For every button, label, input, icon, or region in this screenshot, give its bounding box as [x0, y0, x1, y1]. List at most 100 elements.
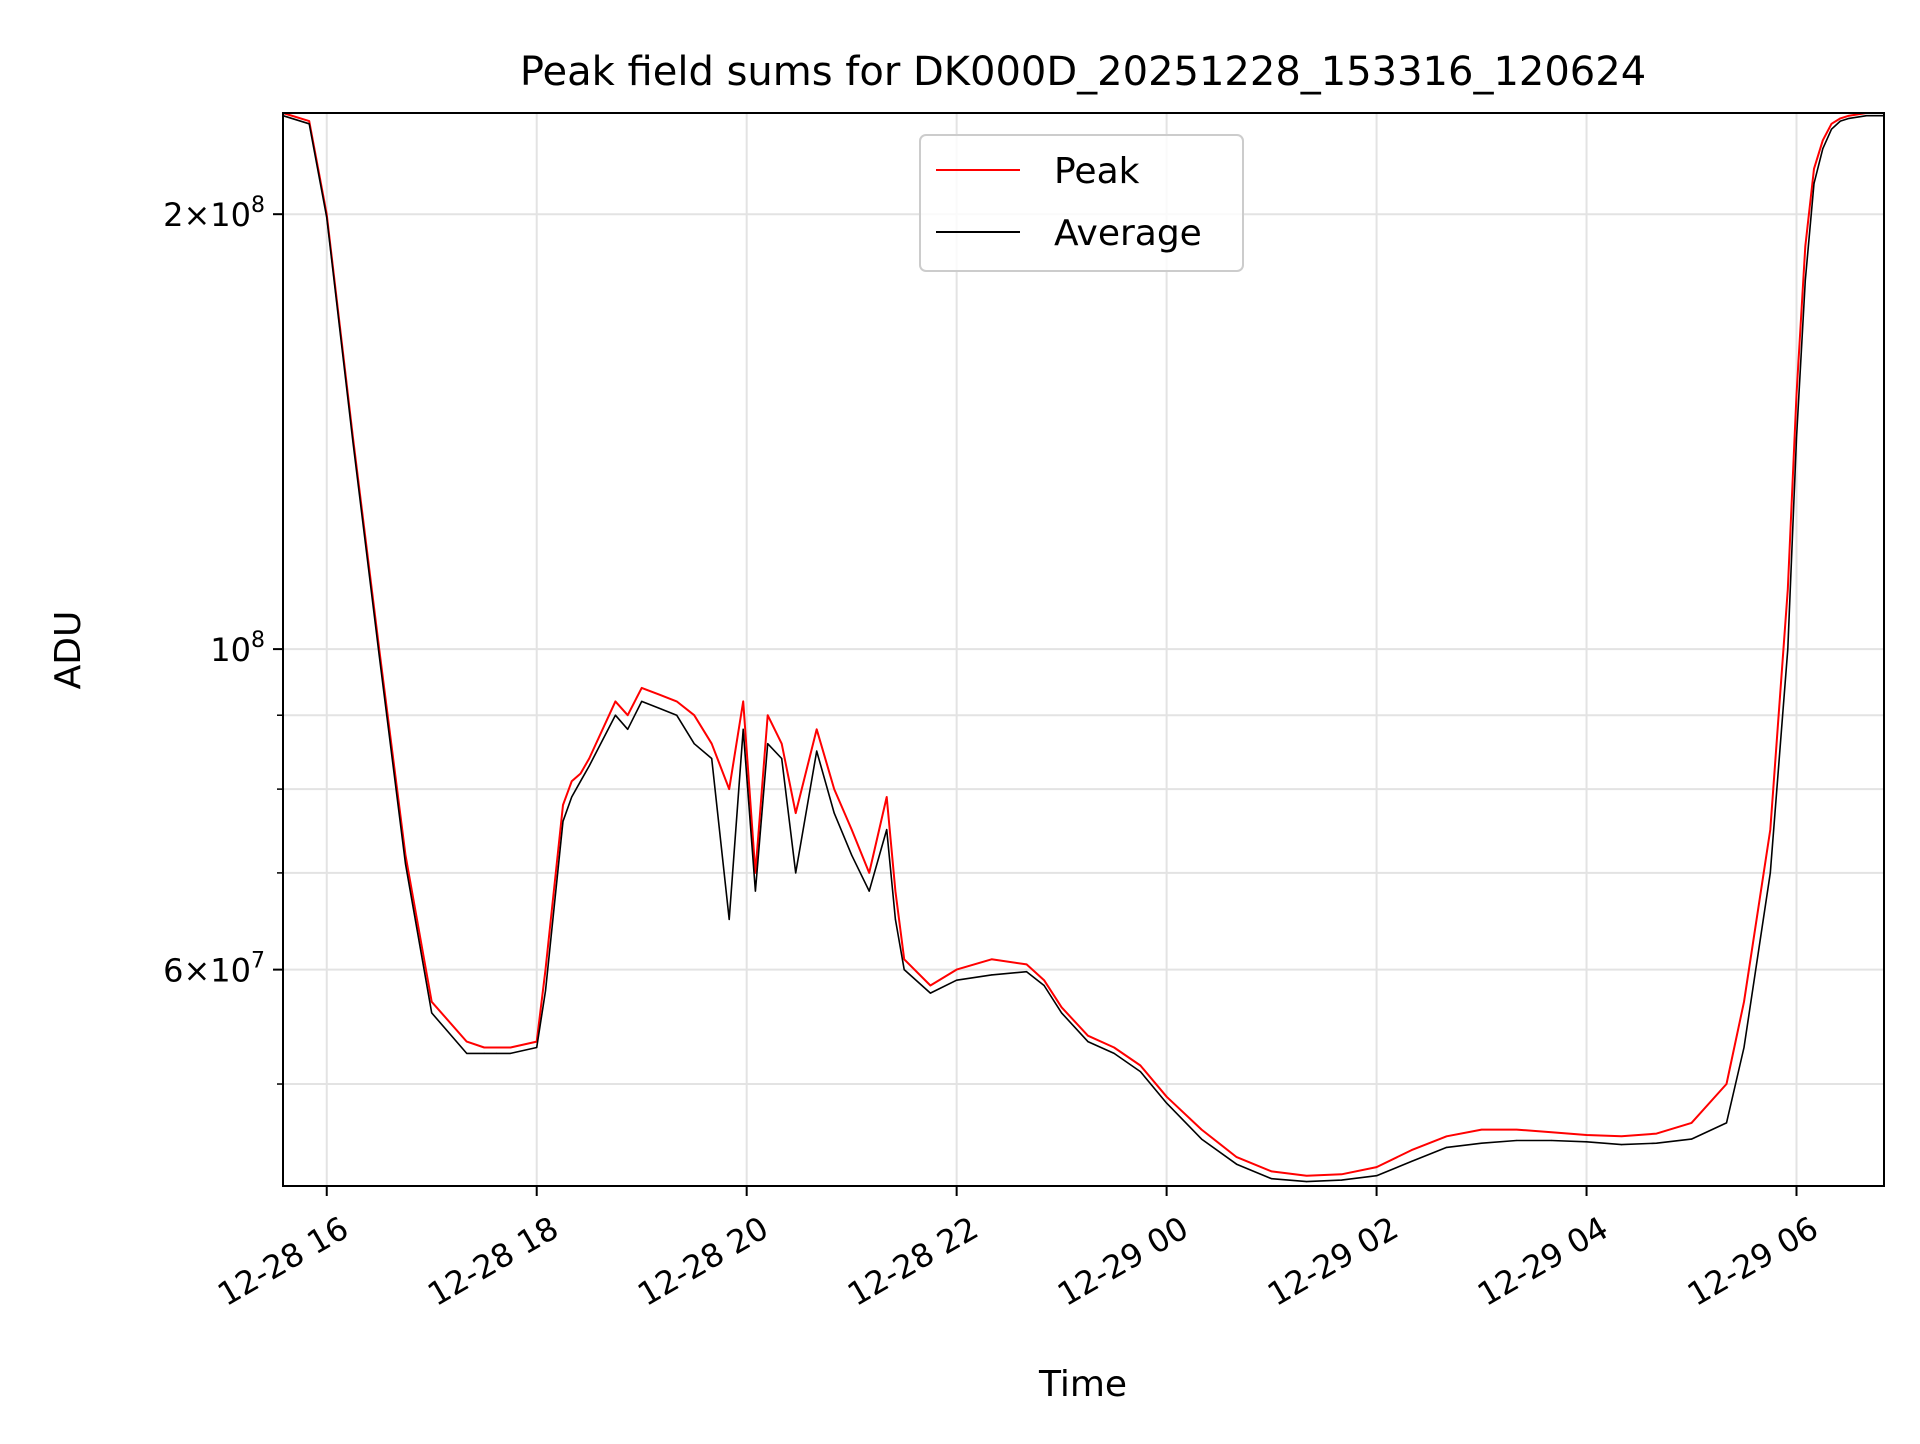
- data-point-peak: [588, 757, 590, 760]
- data-point-average: [1551, 1139, 1553, 1142]
- data-point-peak: [693, 714, 695, 716]
- data-point-peak: [754, 872, 757, 874]
- data-point-average: [614, 714, 617, 716]
- y-tick-label: 2×108: [163, 193, 265, 234]
- data-point-average: [903, 969, 905, 971]
- data-point-peak: [1481, 1129, 1483, 1131]
- data-point-peak: [868, 872, 870, 874]
- data-point-average: [1341, 1179, 1343, 1181]
- data-point-peak: [1446, 1135, 1448, 1137]
- data-point-average: [1166, 1102, 1168, 1104]
- data-point-average: [1446, 1146, 1448, 1148]
- y-tick-label: 108: [210, 628, 265, 669]
- data-point-average: [588, 765, 590, 767]
- data-point-average: [991, 974, 993, 976]
- data-point-peak: [658, 694, 660, 696]
- data-point-average: [929, 992, 932, 994]
- data-point-average: [509, 1052, 512, 1054]
- data-point-average: [894, 918, 897, 921]
- data-point-average: [711, 757, 713, 760]
- data-point-peak: [1795, 394, 1798, 396]
- data-point-peak: [1061, 1006, 1063, 1008]
- data-point-peak: [1585, 1134, 1588, 1136]
- data-point-average: [956, 979, 958, 981]
- data-point-peak: [571, 780, 573, 782]
- data-point-average: [1839, 120, 1841, 122]
- data-point-peak: [1690, 1122, 1693, 1124]
- data-point-average: [795, 872, 797, 874]
- data-point-average: [1795, 437, 1798, 439]
- data-point-average: [1516, 1139, 1518, 1142]
- data-point-peak: [1830, 123, 1833, 125]
- y-tick-mantissa: 6×: [163, 952, 210, 990]
- data-point-peak: [1620, 1135, 1623, 1137]
- data-point-average: [754, 890, 757, 892]
- data-point-average: [1725, 1122, 1728, 1124]
- data-point-average: [1026, 971, 1028, 973]
- data-point-peak: [1813, 168, 1815, 170]
- data-point-average: [404, 863, 407, 865]
- data-point-peak: [544, 969, 547, 971]
- data-point-peak: [956, 969, 958, 971]
- data-point-average: [1865, 115, 1868, 117]
- series-lines: [282, 112, 1885, 1183]
- data-point-average: [1830, 128, 1833, 130]
- data-point-peak: [562, 804, 564, 806]
- data-point-average: [352, 441, 354, 444]
- data-point-average: [536, 1046, 538, 1049]
- data-point-peak: [1341, 1173, 1343, 1175]
- data-point-average: [1061, 1012, 1063, 1014]
- data-point-average: [1655, 1142, 1658, 1144]
- data-point-average: [1743, 1046, 1745, 1049]
- data-point-average: [308, 123, 310, 125]
- data-point-peak: [767, 714, 769, 716]
- data-point-average: [579, 780, 582, 782]
- data-point-peak: [711, 743, 713, 745]
- data-point-peak: [1769, 829, 1771, 831]
- data-point-peak: [1743, 1001, 1745, 1003]
- data-point-peak: [929, 984, 932, 987]
- data-point-average: [1585, 1141, 1588, 1143]
- data-point-peak: [1839, 117, 1841, 119]
- data-point-peak: [795, 812, 797, 814]
- data-point-average: [868, 890, 870, 892]
- data-point-average: [1848, 117, 1850, 119]
- data-point-peak: [1411, 1149, 1413, 1151]
- data-point-average: [1139, 1071, 1141, 1073]
- data-point-average: [1306, 1181, 1308, 1183]
- data-point-peak: [483, 1046, 485, 1049]
- data-point-average: [1787, 648, 1789, 650]
- data-point-average: [571, 796, 573, 798]
- data-point-peak: [308, 120, 310, 122]
- data-point-average: [431, 1012, 433, 1014]
- data-point-peak: [1113, 1046, 1115, 1049]
- data-point-average: [326, 216, 328, 218]
- legend-label-average: Average: [1054, 213, 1202, 254]
- data-point-peak: [1271, 1170, 1273, 1172]
- data-point-average: [886, 829, 888, 831]
- data-point-peak: [579, 773, 582, 775]
- data-point-average: [767, 743, 769, 745]
- data-point-peak: [1139, 1064, 1141, 1067]
- data-point-peak: [833, 788, 835, 790]
- data-point-average: [742, 728, 744, 730]
- y-tick-label: 6×107: [163, 949, 265, 990]
- data-point-peak: [991, 958, 993, 960]
- y-tick-exponent: 7: [251, 949, 265, 974]
- data-point-average: [641, 700, 643, 703]
- data-point-peak: [1848, 115, 1850, 117]
- data-point-peak: [466, 1041, 468, 1043]
- legend-label-peak: Peak: [1054, 151, 1140, 192]
- data-point-average: [1690, 1138, 1693, 1140]
- data-point-average: [851, 854, 853, 856]
- data-point-average: [378, 654, 380, 657]
- data-point-peak: [431, 1001, 433, 1003]
- data-point-peak: [1166, 1096, 1168, 1098]
- data-point-average: [483, 1052, 485, 1054]
- data-point-average: [466, 1052, 468, 1054]
- y-axis-ticks: 2×108 108 6×107: [163, 193, 283, 1085]
- data-point-peak: [1822, 139, 1824, 141]
- data-point-average: [1813, 183, 1815, 185]
- data-point-peak: [1026, 963, 1028, 966]
